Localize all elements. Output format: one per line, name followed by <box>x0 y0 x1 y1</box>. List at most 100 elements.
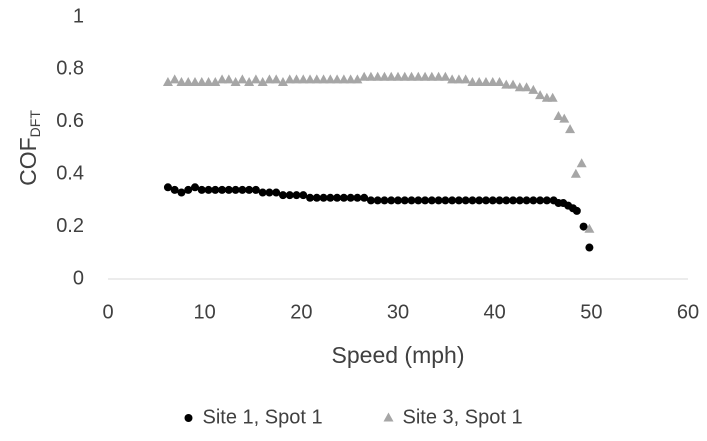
legend-marker <box>184 414 193 422</box>
data-point <box>285 191 294 200</box>
data-point <box>291 74 302 84</box>
data-point <box>413 71 424 81</box>
data-point <box>298 74 309 84</box>
data-point <box>244 77 255 86</box>
data-point <box>576 158 587 168</box>
data-point <box>319 193 328 202</box>
data-point <box>271 74 282 84</box>
data-point <box>272 188 281 197</box>
x-tick-label: 20 <box>290 301 312 323</box>
data-point <box>387 196 396 205</box>
data-point <box>305 74 316 84</box>
data-point <box>352 74 363 84</box>
data-point <box>565 124 576 134</box>
data-point <box>277 77 288 86</box>
data-point <box>547 92 558 102</box>
data-point <box>177 188 186 197</box>
data-point <box>237 74 248 84</box>
data-point <box>433 71 444 81</box>
data-point <box>251 185 260 194</box>
data-point <box>163 183 172 192</box>
data-point <box>570 168 581 178</box>
data-point <box>447 74 458 84</box>
data-point <box>218 185 227 194</box>
data-point <box>407 196 416 205</box>
data-point <box>326 193 335 202</box>
data-point <box>373 196 382 205</box>
data-point <box>394 196 402 205</box>
data-point <box>190 77 200 86</box>
data-point <box>488 196 497 205</box>
data-point <box>380 196 389 205</box>
data-point <box>318 74 329 84</box>
data-point <box>230 77 241 86</box>
data-point <box>366 196 375 205</box>
data-point <box>474 77 485 86</box>
data-point <box>306 193 315 202</box>
data-point <box>536 196 545 205</box>
data-point <box>399 71 410 81</box>
legend-label: Site 1, Spot 1 <box>203 406 323 428</box>
data-point <box>333 193 342 202</box>
data-point <box>400 196 409 205</box>
data-point <box>553 111 564 121</box>
data-point <box>521 82 532 92</box>
data-point <box>406 71 417 81</box>
data-point <box>509 196 518 205</box>
y-tick-label: 0.8 <box>56 58 84 80</box>
data-point <box>453 74 464 84</box>
data-point <box>170 185 179 194</box>
y-tick-label: 0 <box>73 267 84 289</box>
x-tick-label: 40 <box>484 301 506 323</box>
data-point <box>393 71 403 81</box>
data-point <box>434 196 443 205</box>
x-tick-label: 50 <box>580 301 602 323</box>
data-point <box>292 191 301 200</box>
data-point <box>245 185 254 194</box>
data-point <box>460 74 471 84</box>
data-point <box>312 193 321 202</box>
data-point <box>514 82 525 92</box>
data-point <box>332 74 343 84</box>
data-point <box>529 196 538 205</box>
data-point <box>572 206 581 215</box>
data-point <box>162 77 173 86</box>
data-point <box>353 193 362 202</box>
data-point <box>257 77 268 86</box>
y-tick-label: 1 <box>73 5 84 27</box>
data-point <box>196 77 207 86</box>
data-point <box>559 113 570 123</box>
data-point <box>191 183 199 192</box>
data-point <box>264 74 275 84</box>
data-point <box>528 84 539 94</box>
data-point <box>427 196 436 205</box>
data-point <box>494 77 505 86</box>
data-point <box>203 77 214 86</box>
data-point <box>223 74 234 84</box>
x-tick-label: 60 <box>677 301 699 323</box>
data-point <box>183 77 194 86</box>
data-point <box>372 71 383 81</box>
data-point <box>325 74 336 84</box>
data-point <box>338 74 349 84</box>
data-point <box>250 74 261 84</box>
data-point <box>169 74 180 84</box>
x-axis-label: Speed (mph) <box>332 342 465 368</box>
data-point <box>475 196 484 205</box>
y-tick-label: 0.6 <box>56 110 84 132</box>
data-point <box>204 185 213 194</box>
data-point <box>345 74 356 84</box>
data-point <box>481 196 490 205</box>
y-axis-label-sub: DFT <box>27 110 43 138</box>
data-point <box>467 77 478 86</box>
data-point <box>421 196 430 205</box>
data-point <box>365 71 376 81</box>
data-point <box>535 90 546 100</box>
data-point <box>278 191 287 200</box>
data-point <box>284 74 295 84</box>
data-point <box>176 77 187 86</box>
y-tick-label: 0.2 <box>56 215 84 237</box>
data-point <box>299 191 308 200</box>
data-point <box>468 196 477 205</box>
